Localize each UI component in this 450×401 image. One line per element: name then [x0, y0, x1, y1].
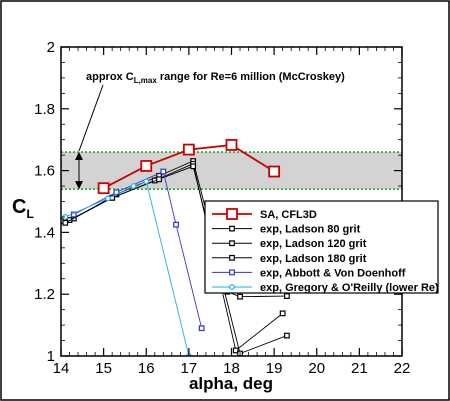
stall-band — [61, 151, 402, 190]
series-0 — [97, 139, 281, 195]
x-tick-label: 18 — [223, 360, 240, 377]
y-axis-title-main: C — [12, 196, 26, 218]
y-tick-label: 1.6 — [34, 163, 55, 180]
data-point — [160, 168, 167, 175]
legend-entry-label: exp, Ladson 80 grit — [260, 224, 361, 236]
data-point — [279, 310, 286, 317]
y-tick-label: 1.4 — [34, 224, 55, 241]
legend-entry-label: exp, Abbott & Von Doenhoff — [260, 267, 406, 279]
x-tick-label: 21 — [351, 360, 368, 377]
data-point — [97, 182, 110, 195]
annotation-leader-line — [78, 84, 104, 152]
legend-entry-label: exp, Ladson 180 grit — [260, 253, 367, 265]
data-point — [104, 195, 111, 202]
band-fill — [61, 152, 402, 190]
legend-swatch-marker — [229, 284, 235, 290]
data-point — [268, 165, 281, 178]
x-tick-labels: 14 15 16 17 18 19 20 21 22 — [53, 360, 411, 377]
legend-swatch-marker — [229, 269, 235, 276]
data-point — [173, 221, 179, 228]
x-tick-label: 14 — [53, 360, 70, 377]
series-line — [65, 165, 288, 355]
y-tick-label: 1 — [47, 348, 55, 365]
series-3 — [62, 163, 290, 356]
legend-swatch-marker — [229, 254, 235, 261]
x-tick-label: 20 — [308, 360, 325, 377]
x-tick-label: 16 — [138, 360, 155, 377]
data-point — [190, 163, 197, 170]
ticks-layer — [60, 46, 403, 357]
data-point — [232, 347, 239, 354]
data-point — [182, 143, 195, 156]
legend: SA, CFL3D exp, Ladson 80 grit exp, Ladson … — [212, 208, 439, 294]
annotation-post: range for Re=6 million (McCroskey) — [157, 71, 345, 83]
annotation-sub: L,max — [134, 76, 158, 85]
legend-swatch-marker — [229, 240, 235, 247]
y-axis-title-sub: L — [26, 207, 33, 221]
x-tick-label: 17 — [181, 360, 198, 377]
annotation-pre: approx C — [86, 71, 134, 83]
data-point — [284, 293, 290, 299]
y-axis-title: CL — [12, 196, 34, 221]
series-4 — [70, 168, 205, 332]
y-tick-label: 1.8 — [34, 101, 55, 118]
y-tick-label: 2 — [47, 39, 55, 56]
legend-entry-label: SA, CFL3D — [260, 209, 317, 221]
y-tick-label: 1.2 — [34, 286, 55, 303]
annotation-arrowhead-up — [75, 152, 83, 161]
data-point — [130, 183, 137, 189]
annotation-arrows — [75, 84, 104, 190]
data-point — [198, 325, 205, 332]
data-point — [225, 139, 238, 151]
data-point — [62, 219, 69, 226]
data-point — [140, 160, 153, 172]
series-layer — [61, 139, 290, 356]
x-tick-label: 22 — [394, 360, 411, 377]
legend-swatch-marker — [229, 225, 235, 232]
legend-entry-label: exp, Gregory & O'Reilly (lower Re) — [260, 282, 439, 294]
annotation-text: approx CL,max range for Re=6 million (Mc… — [86, 71, 345, 85]
legend-entry-label: exp, Ladson 120 grit — [260, 238, 367, 250]
x-axis-title: alpha, deg — [189, 374, 273, 393]
data-point — [156, 176, 162, 183]
legend-box — [204, 200, 439, 294]
legend-swatch-marker — [226, 208, 238, 220]
data-point — [284, 332, 290, 339]
y-tick-labels: 1 1.2 1.4 1.6 1.8 2 — [34, 39, 55, 365]
annotation-arrowhead-down — [75, 181, 83, 190]
x-tick-label: 15 — [95, 360, 112, 377]
data-point — [143, 178, 150, 185]
x-tick-label: 19 — [266, 360, 283, 377]
data-point — [237, 293, 243, 300]
